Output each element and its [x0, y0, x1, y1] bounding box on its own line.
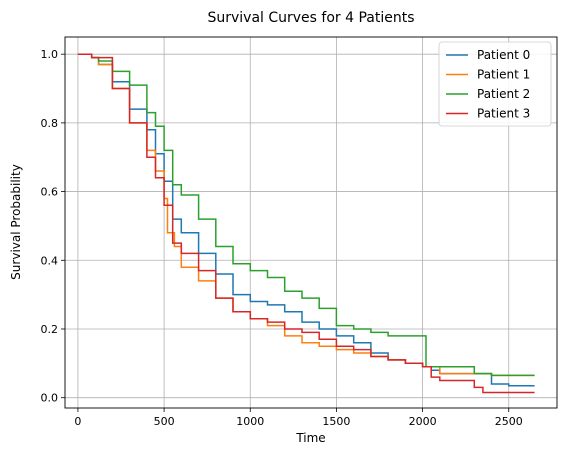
x-tick-label: 500: [154, 415, 175, 428]
legend-label: Patient 2: [477, 87, 530, 101]
x-axis-label: Time: [295, 431, 325, 445]
legend-label: Patient 3: [477, 107, 530, 121]
y-axis-label: Survival Probability: [9, 164, 23, 280]
y-tick-label: 1.0: [41, 48, 59, 61]
y-tick-label: 0.4: [41, 254, 59, 267]
legend: Patient 0 Patient 1 Patient 2 Patient 3: [438, 41, 552, 127]
y-tick-label: 0.8: [41, 117, 59, 130]
series-line-patient-3: [77, 53, 535, 394]
x-tick-label: 2500: [495, 415, 523, 428]
plot-frame: [64, 36, 558, 409]
y-tick-label: 0.2: [41, 323, 59, 336]
x-tick-label: 0: [74, 415, 81, 428]
series-line-patient-2: [77, 53, 535, 377]
legend-label: Patient 1: [477, 68, 530, 82]
x-tick-label: 2000: [409, 415, 437, 428]
x-tick-label: 1000: [236, 415, 264, 428]
chart-title: Survival Curves for 4 Patients: [207, 10, 414, 26]
y-tick-label: 0.6: [41, 186, 59, 199]
legend-box: [438, 41, 552, 127]
x-tick-label: 1500: [322, 415, 350, 428]
legend-label: Patient 0: [477, 48, 530, 62]
tick-layer: 0 500 1000 1500 2000 2500 0.0 0.2 0.4 0.6 0.8 1.0: [41, 48, 523, 428]
y-tick-label: 0.0: [41, 392, 59, 405]
series-layer: [77, 53, 535, 394]
